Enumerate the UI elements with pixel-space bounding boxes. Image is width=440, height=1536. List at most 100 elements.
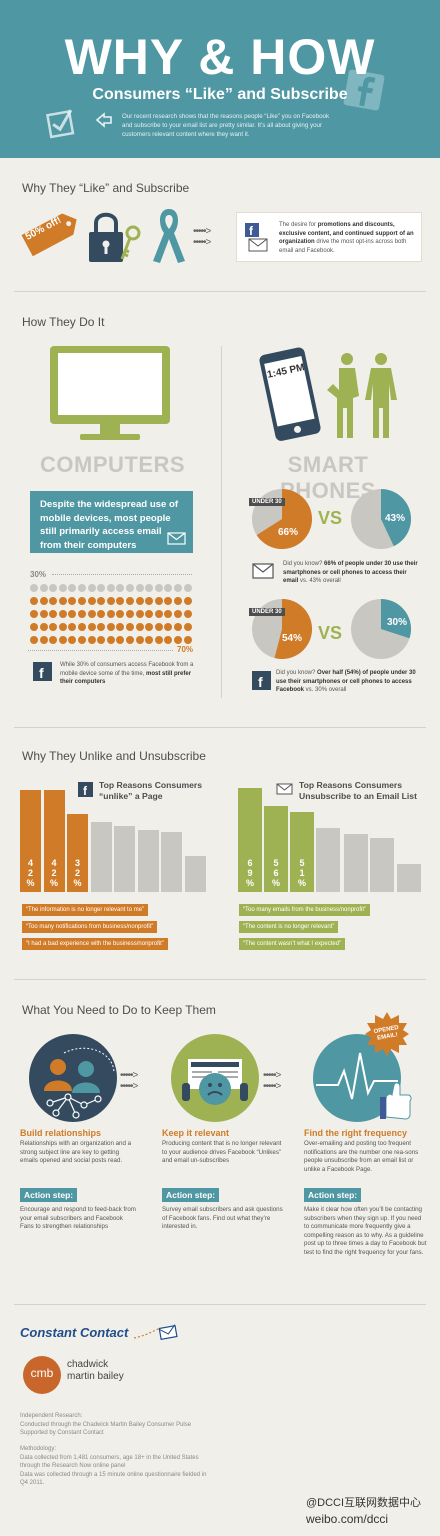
dot-mark: [68, 636, 77, 644]
dot-mark: [174, 610, 182, 618]
dot-mark: [145, 623, 154, 631]
header-intro: Our recent research shows that the reaso…: [122, 113, 330, 138]
dot-mark: [68, 623, 77, 631]
divider: [14, 291, 426, 292]
dot-mark: [68, 584, 77, 592]
people-silhouettes-icon: [327, 353, 397, 438]
bar-value-label: 5 1%: [297, 858, 306, 888]
facebook-under30-note: Did you know? Over half (54%) of people …: [276, 670, 416, 693]
relationships-network-icon: [29, 1034, 117, 1122]
facebook-reason-1: “The information is no longer relevant t…: [22, 904, 149, 916]
pie-email-under30-value: 66%: [278, 527, 299, 538]
vs-label: VS: [318, 508, 343, 528]
dot-mark: [164, 636, 173, 644]
dot-mark: [106, 623, 115, 631]
svg-text:f: f: [249, 224, 254, 238]
dot-mark: [145, 610, 154, 618]
computer-monitor-icon: [50, 346, 170, 440]
dot-mark: [49, 584, 58, 592]
dot-mark: [87, 623, 96, 631]
bar-mark: 5 1%: [290, 812, 314, 892]
dot-mark: [58, 623, 67, 631]
bar-mark: 5 6%: [264, 806, 288, 892]
dot-mark: [30, 623, 38, 631]
mail-icon: [167, 532, 186, 545]
dot-mark: [164, 584, 173, 592]
dotted-line: [28, 650, 173, 651]
bar-value-label: 5 6%: [271, 858, 280, 888]
email-reasons-heading: Top Reasons Consumers Unsubscribe to an …: [299, 780, 417, 801]
under30-badge: UNDER 30: [249, 608, 285, 616]
cmb-logo-mark: [23, 1356, 61, 1394]
dot-mark: [87, 610, 96, 618]
bar-value-label: 6 9%: [245, 858, 254, 888]
dot-mark: [30, 584, 38, 592]
email-under30-note: Did you know? 66% of people under 30 use…: [283, 561, 418, 584]
dot-mark: [78, 597, 86, 605]
smartphones-label: SMART PHONES: [280, 452, 376, 503]
step-3-text: Over-emailing and posting too frequent n…: [304, 1140, 419, 1173]
promotions-box: f The desire for promotions and discount…: [236, 212, 422, 262]
dot-mark: [116, 597, 125, 605]
dot-mark: [116, 636, 125, 644]
arrows-right: •••••> •••••>: [263, 1070, 281, 1092]
dot-mark: [39, 597, 48, 605]
dot-mark: [39, 584, 48, 592]
dot-mark: [49, 623, 58, 631]
dot-mark: [145, 636, 154, 644]
dotted-line: [52, 574, 192, 575]
dot-mark: [135, 636, 144, 644]
step-1-action-text: Encourage and respond to feed-back from …: [20, 1206, 136, 1231]
watermark-line2: weibo.com/dcci: [306, 1512, 389, 1526]
dot-mark: [39, 610, 48, 618]
column-divider: [221, 346, 222, 698]
step-1-title: Build relationships: [20, 1128, 102, 1138]
dot-mark: [116, 623, 125, 631]
dot-mark: [87, 597, 96, 605]
facebook-icon: f: [33, 662, 52, 681]
step-3-action-text: Make it clear how often you’ll be contac…: [304, 1206, 427, 1256]
pie-value-slice: [381, 599, 411, 639]
dot-mark: [135, 597, 144, 605]
dot-mark: [58, 597, 67, 605]
dot-mark: [58, 584, 67, 592]
svg-text:f: f: [258, 674, 263, 690]
lock-key-icon: [89, 212, 141, 262]
dot-mark: [183, 636, 192, 644]
dot-mark: [49, 610, 58, 618]
step-3-action-label: Action step:: [304, 1188, 362, 1202]
step-2-action-text: Survey email subscribers and ask questio…: [162, 1206, 283, 1231]
dot-mark: [106, 610, 115, 618]
dot-mark: [174, 597, 182, 605]
dot-mark: [106, 584, 115, 592]
bar-mark: [397, 864, 421, 892]
facebook-computers-text: While 30% of consumers access Facebook f…: [60, 662, 194, 685]
envelope-swoosh-icon: [133, 1324, 178, 1340]
dot-mark: [174, 623, 182, 631]
dot-mark: [135, 610, 144, 618]
dot-mark: [164, 597, 173, 605]
opened-email-burst-icon: [365, 1012, 409, 1056]
dot-mark: [164, 610, 173, 618]
section-title-unlike: Why They Unlike and Unsubscribe: [22, 749, 206, 763]
dot-mark: [78, 623, 86, 631]
percent-30-label: 30%: [30, 570, 47, 579]
pie-value-slice: [381, 489, 411, 547]
facebook-reasons-heading: Top Reasons Consumers “unlike” a Page: [99, 780, 202, 801]
bar-value-label: 4 2%: [49, 858, 58, 888]
dot-mark: [135, 623, 144, 631]
svg-text:f: f: [39, 665, 44, 681]
dot-mark: [126, 636, 134, 644]
dot-mark: [97, 623, 106, 631]
dot-mark: [154, 623, 163, 631]
dot-mark: [126, 623, 134, 631]
dot-mark: [145, 584, 154, 592]
dot-mark: [154, 597, 163, 605]
dot-mark: [49, 597, 58, 605]
facebook-icon: f: [78, 782, 93, 798]
step-2-action-label: Action step:: [162, 1188, 220, 1202]
svg-text:f: f: [83, 784, 88, 798]
step-1-text: Relationships with an organization and a…: [20, 1140, 132, 1165]
dot-mark: [183, 610, 192, 618]
section-title-keep: What You Need to Do to Keep Them: [22, 1003, 216, 1017]
